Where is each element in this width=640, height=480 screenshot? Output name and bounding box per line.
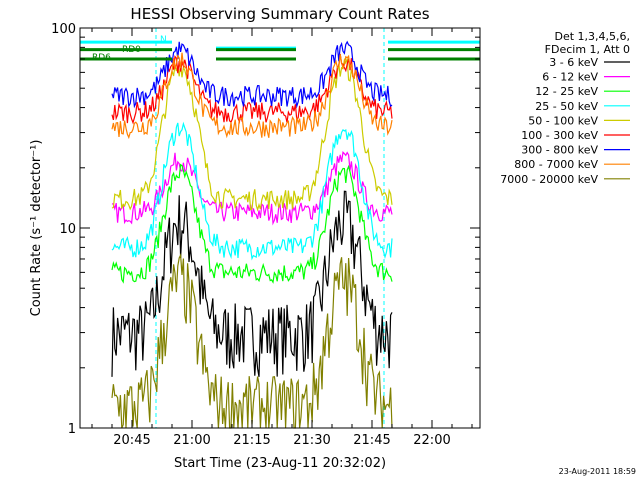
legend-header: FDecim 1, Att 0 bbox=[545, 43, 630, 56]
plot-area: N RD0 RD6 bbox=[80, 28, 481, 429]
legend-label: 12 - 25 keV bbox=[535, 85, 598, 98]
x-axis-label: Start Time (23-Aug-11 20:32:02) bbox=[174, 456, 386, 471]
chart-title: HESSI Observing Summary Count Rates bbox=[130, 5, 429, 23]
y-tick-label: 10 bbox=[59, 222, 76, 237]
y-axis: 1 10 100 bbox=[51, 22, 480, 437]
footer-timestamp: 23-Aug-2011 18:59 bbox=[559, 467, 636, 476]
series-line bbox=[111, 40, 393, 109]
series-line bbox=[111, 121, 393, 261]
legend-label: 800 - 7000 keV bbox=[514, 158, 598, 171]
series-line bbox=[111, 252, 393, 429]
legend-header: Det 1,3,4,5,6, bbox=[554, 30, 630, 43]
legend-label: 7000 - 20000 keV bbox=[500, 173, 598, 186]
x-tick-label: 22:00 bbox=[413, 433, 450, 448]
series-line bbox=[111, 163, 393, 284]
legend-label: 6 - 12 keV bbox=[542, 71, 598, 84]
legend-label: 25 - 50 keV bbox=[535, 100, 598, 113]
x-tick-label: 21:30 bbox=[293, 433, 330, 448]
legend: Det 1,3,4,5,6,FDecim 1, Att 03 - 6 keV 6 … bbox=[500, 30, 630, 186]
x-tick-label: 21:15 bbox=[233, 433, 270, 448]
flag-label: N bbox=[160, 35, 167, 45]
x-axis: 20:45 21:00 21:15 21:30 21:45 22:00 bbox=[91, 28, 473, 448]
flag-label: RD0 bbox=[122, 45, 141, 55]
y-tick-label: 100 bbox=[51, 22, 76, 37]
x-tick-label: 21:45 bbox=[353, 433, 390, 448]
series-line bbox=[111, 53, 393, 125]
series-line bbox=[111, 190, 393, 377]
series-line bbox=[111, 52, 393, 140]
x-tick-label: 20:45 bbox=[113, 433, 150, 448]
flag-label: RD6 bbox=[92, 53, 111, 63]
legend-label: 100 - 300 keV bbox=[521, 129, 598, 142]
legend-label: 3 - 6 keV bbox=[549, 56, 598, 69]
y-axis-label: Count Rate (s⁻¹ detector⁻¹) bbox=[29, 140, 44, 317]
y-tick-label: 1 bbox=[68, 422, 76, 437]
x-tick-label: 21:00 bbox=[173, 433, 210, 448]
legend-label: 300 - 800 keV bbox=[521, 144, 598, 157]
legend-label: 50 - 100 keV bbox=[528, 114, 598, 127]
